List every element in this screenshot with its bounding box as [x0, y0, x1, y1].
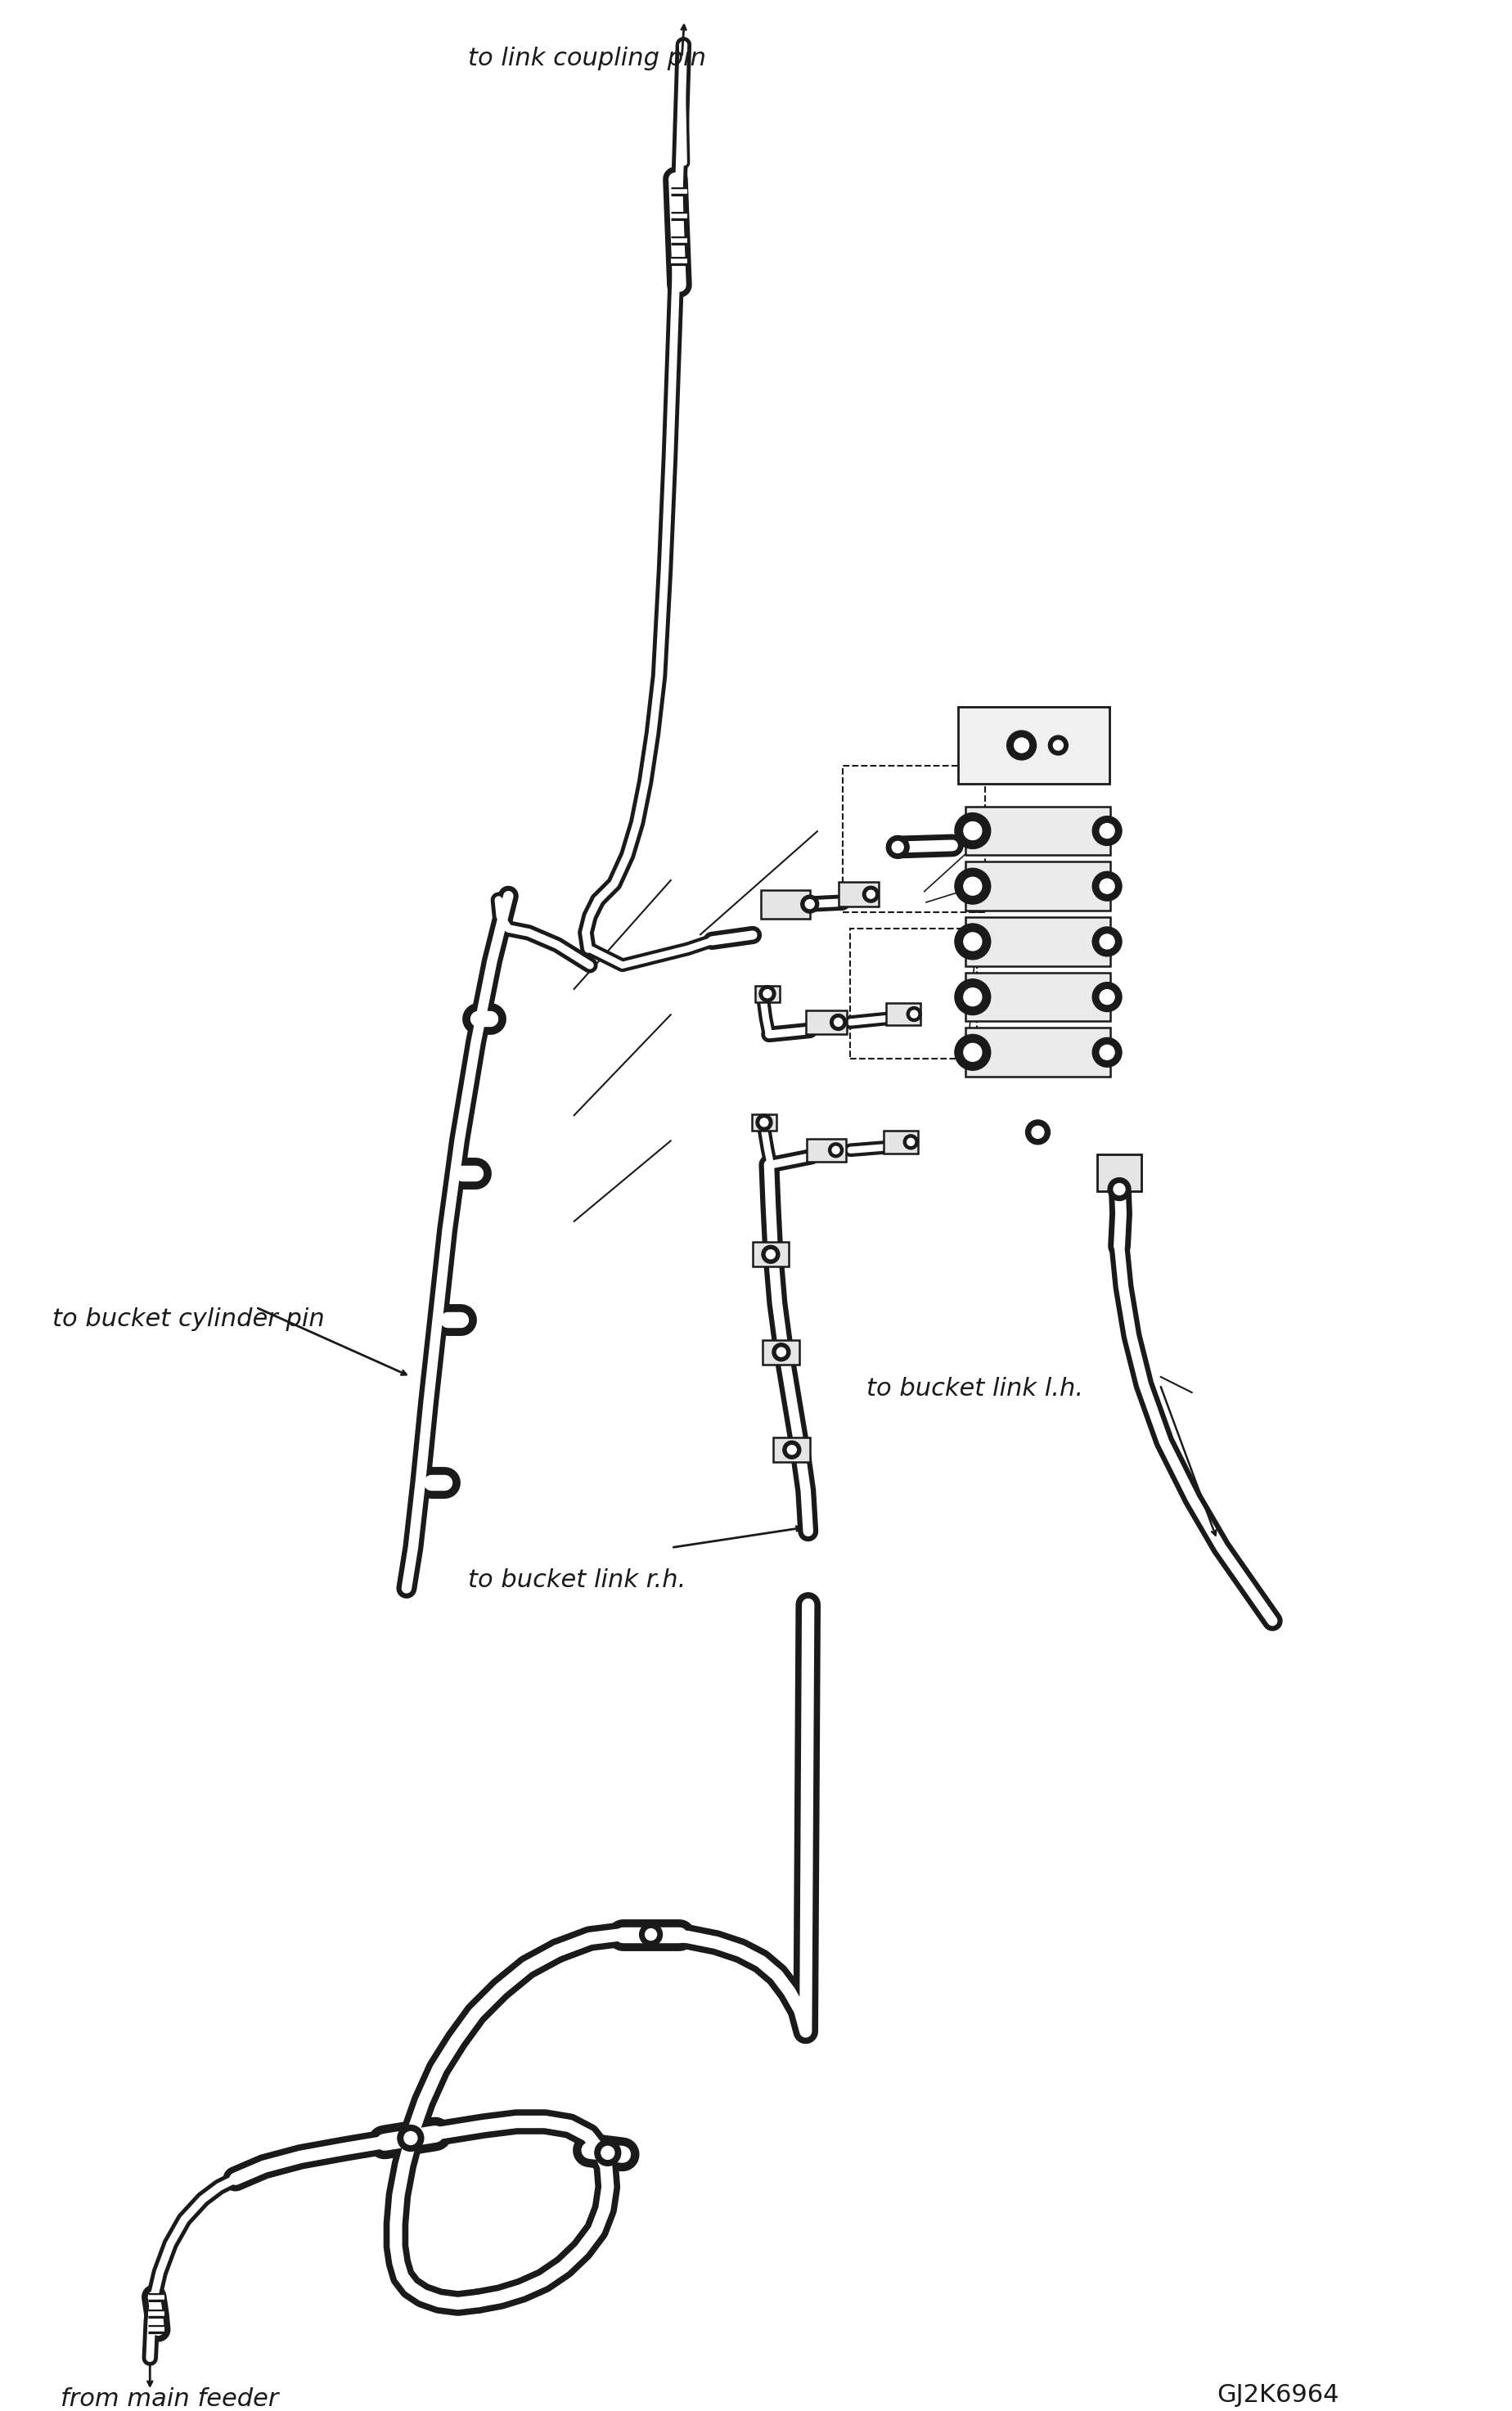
Circle shape [759, 1119, 768, 1126]
Circle shape [829, 1143, 842, 1157]
Bar [838, 882, 878, 907]
Circle shape [1099, 933, 1114, 950]
Circle shape [907, 1138, 913, 1145]
Bar [965, 916, 1110, 967]
Circle shape [600, 2146, 614, 2160]
Bar [965, 1027, 1110, 1078]
Text: to link coupling pin: to link coupling pin [467, 46, 706, 70]
Circle shape [1031, 1126, 1043, 1138]
Bar [806, 1138, 845, 1162]
Bar [965, 972, 1110, 1022]
Circle shape [398, 2124, 423, 2151]
Circle shape [771, 1343, 789, 1362]
Circle shape [1099, 825, 1114, 839]
Bar [886, 1003, 919, 1025]
Circle shape [832, 1148, 839, 1155]
Circle shape [954, 868, 990, 904]
Circle shape [646, 1929, 656, 1941]
Circle shape [833, 1017, 842, 1027]
Circle shape [963, 822, 981, 839]
Circle shape [903, 1136, 918, 1150]
Text: GJ2K6964: GJ2K6964 [1216, 2382, 1338, 2406]
Circle shape [963, 933, 981, 950]
Circle shape [1092, 1037, 1120, 1068]
Text: to bucket link r.h.: to bucket link r.h. [467, 1567, 685, 1591]
Circle shape [906, 1008, 921, 1022]
Circle shape [640, 1924, 662, 1946]
Bar [842, 767, 984, 911]
Circle shape [886, 837, 909, 858]
Circle shape [1092, 870, 1120, 902]
Circle shape [1092, 926, 1120, 957]
Circle shape [892, 841, 903, 853]
Circle shape [1013, 738, 1028, 752]
Circle shape [800, 894, 818, 914]
Bar [883, 1131, 918, 1152]
Circle shape [1052, 740, 1063, 750]
Circle shape [963, 1044, 981, 1061]
Circle shape [1099, 880, 1114, 894]
Text: from main feeder: from main feeder [60, 2387, 278, 2411]
Circle shape [963, 878, 981, 894]
Bar [754, 986, 779, 1003]
Circle shape [786, 1444, 795, 1454]
Circle shape [954, 923, 990, 960]
Circle shape [954, 813, 990, 849]
Circle shape [782, 1442, 800, 1459]
Circle shape [759, 986, 776, 1003]
Bar [965, 805, 1110, 856]
Circle shape [866, 890, 874, 899]
Bar [965, 861, 1110, 911]
Circle shape [954, 1034, 990, 1070]
Circle shape [910, 1010, 918, 1017]
Circle shape [804, 899, 813, 909]
Bar [751, 1114, 776, 1131]
Circle shape [954, 979, 990, 1015]
Circle shape [830, 1015, 845, 1029]
Bar [959, 706, 1108, 784]
Bar [751, 1242, 789, 1266]
Circle shape [1048, 735, 1067, 755]
Circle shape [756, 1114, 771, 1131]
Bar [762, 1341, 800, 1365]
Bar [1096, 1155, 1142, 1191]
Circle shape [1007, 731, 1036, 759]
Circle shape [776, 1348, 785, 1357]
Bar [806, 1010, 845, 1034]
Text: to bucket cylinder pin: to bucket cylinder pin [53, 1307, 324, 1331]
Circle shape [1113, 1184, 1125, 1196]
Circle shape [764, 989, 771, 998]
Circle shape [1092, 817, 1120, 846]
Bar [850, 928, 977, 1058]
Circle shape [765, 1249, 774, 1259]
Circle shape [1092, 981, 1120, 1013]
Bar [773, 1437, 810, 1461]
Circle shape [1107, 1179, 1129, 1201]
Circle shape [404, 2131, 417, 2146]
Bar [761, 890, 809, 919]
Circle shape [1099, 1044, 1114, 1061]
Circle shape [1099, 989, 1114, 1005]
Circle shape [1025, 1121, 1049, 1145]
Circle shape [761, 1246, 779, 1263]
Text: to bucket link l.h.: to bucket link l.h. [866, 1377, 1083, 1401]
Circle shape [963, 989, 981, 1005]
Circle shape [862, 887, 878, 902]
Circle shape [594, 2139, 620, 2165]
